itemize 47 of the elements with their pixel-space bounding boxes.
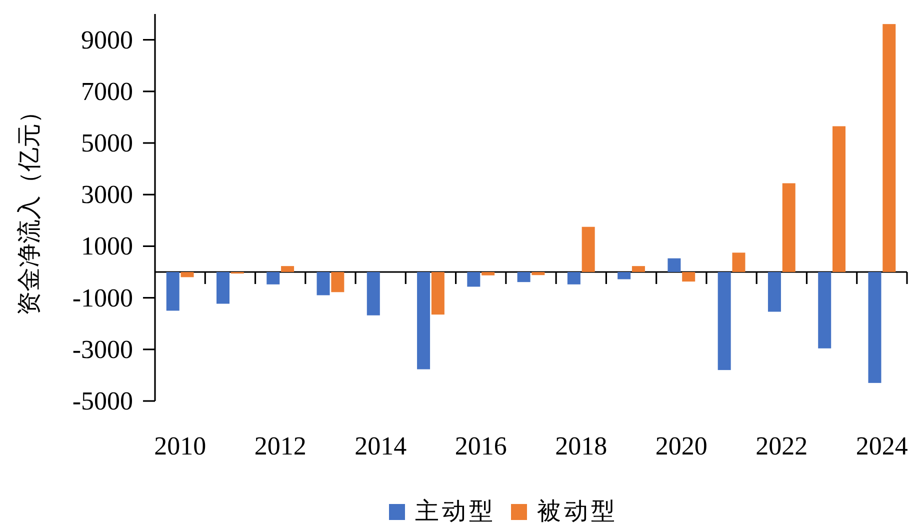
y-tick-label: 7000 <box>81 76 133 106</box>
bar <box>266 272 280 284</box>
legend-label: 主动型 <box>415 498 496 524</box>
y-axis-title: 资金净流入（亿元） <box>16 100 43 316</box>
bar <box>768 272 781 312</box>
x-tick-label: 2010 <box>154 432 206 460</box>
y-tick-label: 3000 <box>81 180 133 210</box>
x-tick-label: 2014 <box>354 432 407 460</box>
bar <box>682 272 696 282</box>
bar <box>632 266 645 272</box>
bar <box>668 258 681 272</box>
bar <box>431 272 444 315</box>
bar <box>532 272 545 276</box>
y-tick-label: 5000 <box>81 128 133 158</box>
bar <box>732 252 746 272</box>
x-tick-label: 2016 <box>454 432 507 460</box>
bar <box>718 272 731 370</box>
bar <box>618 272 631 280</box>
bar <box>216 272 230 304</box>
bar <box>582 226 595 272</box>
bar <box>818 272 832 348</box>
bar <box>331 272 344 292</box>
bar <box>467 272 480 287</box>
x-tick-label: 2024 <box>856 432 908 460</box>
bar <box>517 272 530 282</box>
bar <box>281 266 294 272</box>
y-tick-label: -5000 <box>72 386 133 416</box>
bar <box>882 24 896 272</box>
bar <box>782 183 796 272</box>
x-tick-label: 2012 <box>254 432 306 460</box>
bar <box>180 272 194 278</box>
bar <box>166 272 180 311</box>
y-tick-label: -3000 <box>72 334 133 364</box>
x-tick-label: 2018 <box>555 432 608 460</box>
x-tick-label: 2020 <box>655 432 708 460</box>
y-tick-label: -1000 <box>72 283 133 312</box>
y-tick-label: 1000 <box>81 232 133 261</box>
bar <box>832 126 846 272</box>
bar <box>868 272 882 383</box>
bar <box>366 272 380 316</box>
y-tick-label: 9000 <box>81 25 133 54</box>
legend-label: 被动型 <box>537 499 618 524</box>
bar <box>482 272 495 276</box>
bar <box>567 272 580 284</box>
bar <box>417 272 430 370</box>
bar <box>316 272 330 296</box>
x-tick-label: 2022 <box>756 432 808 460</box>
